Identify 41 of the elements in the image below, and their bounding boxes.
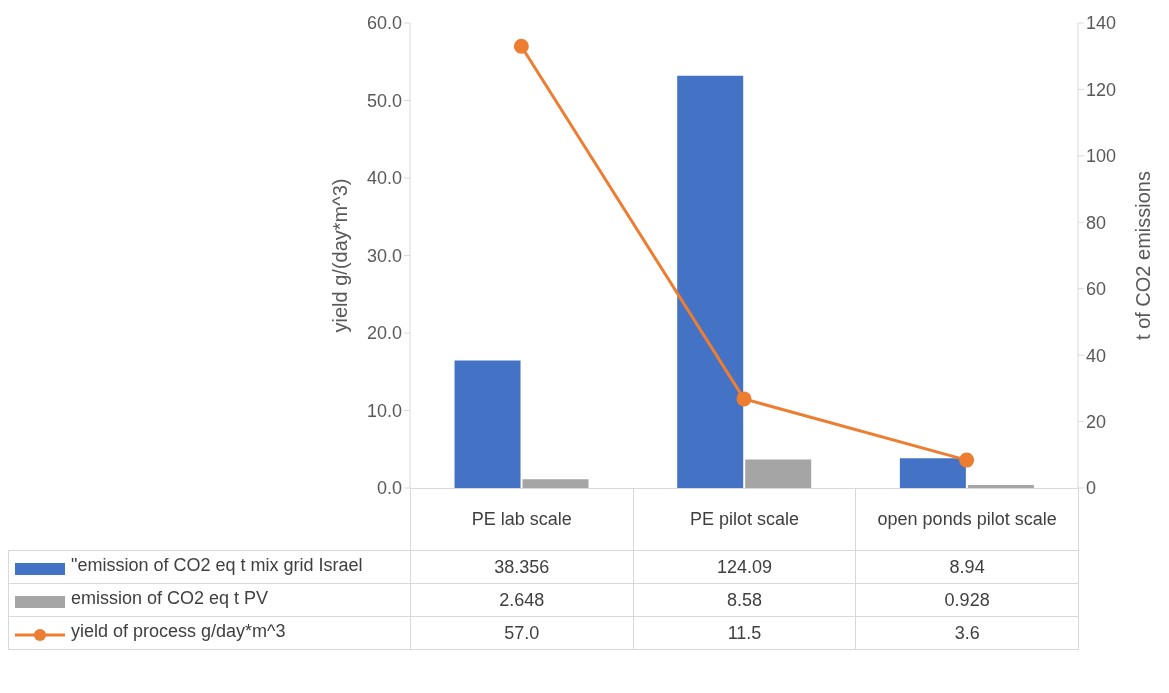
y-tick-label: 30.0 — [366, 245, 402, 266]
y-tick-label: 40.0 — [366, 168, 402, 189]
y-axis-title: yield g/(day*m^3) — [329, 178, 352, 333]
y2-tick-label: 100 — [1086, 146, 1117, 167]
legend-label: "emission of CO2 eq t mix grid Israel — [71, 555, 363, 576]
data-label: 3.6 — [855, 616, 1079, 650]
data-label: 8.94 — [855, 550, 1079, 584]
y2-tick-label: 20 — [1086, 411, 1107, 432]
y-tick-label: 50.0 — [366, 90, 402, 111]
bar — [967, 484, 1034, 488]
legend-label: emission of CO2 eq t PV — [71, 588, 269, 609]
point — [736, 391, 752, 407]
data-label: 124.09 — [633, 550, 856, 584]
point — [959, 452, 975, 468]
data-label: 11.5 — [633, 616, 856, 650]
bar — [677, 75, 744, 488]
y2-tick-label: 60 — [1086, 279, 1107, 300]
y2-tick-label: 80 — [1086, 212, 1107, 233]
y-tick-label: 10.0 — [366, 400, 402, 421]
data-label: 2.648 — [410, 583, 634, 617]
bar — [454, 360, 521, 488]
y2-tick-label: 120 — [1086, 79, 1117, 100]
data-label: 8.58 — [633, 583, 856, 617]
x-tick-label: open ponds pilot scale — [855, 488, 1079, 551]
x-tick-label: PE lab scale — [410, 488, 634, 551]
x-tick-label: PE pilot scale — [633, 488, 856, 551]
point — [513, 38, 529, 54]
y2-axis-title: t of CO2 emissions — [1132, 171, 1155, 340]
y-tick-label: 0.0 — [376, 478, 402, 499]
bar — [745, 459, 812, 488]
data-label: 38.356 — [410, 550, 634, 584]
y-tick-label: 60.0 — [366, 13, 402, 34]
bar — [522, 479, 589, 488]
data-label: 0.928 — [855, 583, 1079, 617]
y-tick-label: 20.0 — [366, 323, 402, 344]
bar — [899, 458, 966, 488]
y2-tick-label: 140 — [1086, 13, 1117, 34]
data-label: 57.0 — [410, 616, 634, 650]
legend-label: yield of process g/day*m^3 — [71, 621, 286, 642]
y2-tick-label: 40 — [1086, 345, 1107, 366]
y2-tick-label: 0 — [1086, 478, 1097, 499]
